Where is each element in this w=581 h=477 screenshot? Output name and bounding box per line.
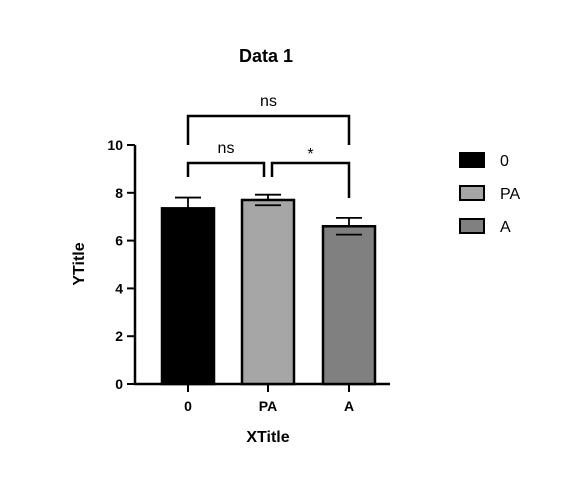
bar-A (321, 225, 377, 386)
x-tick-label-A: A (344, 398, 354, 414)
significance-label: ns (218, 140, 235, 157)
significance-bracket (186, 161, 266, 177)
y-tick-label: 10 (107, 137, 123, 153)
y-tick-label: 4 (115, 280, 123, 296)
legend-label-A: A (500, 219, 511, 236)
y-tick-label: 6 (115, 233, 123, 249)
x-tick-label-PA: PA (259, 398, 277, 414)
significance-bracket (186, 114, 351, 145)
y-tick-label: 2 (115, 328, 123, 344)
bar-0 (160, 207, 216, 386)
y-axis-title: YTitle (71, 242, 88, 285)
chart-title: Data 1 (239, 46, 293, 66)
significance-label: * (307, 146, 313, 163)
x-axis-title: XTitle (246, 429, 289, 446)
y-tick-label: 0 (115, 376, 123, 392)
x-tick-label-0: 0 (184, 398, 192, 414)
plot-area: 0 2 4 6 8 10 0 PA Ans * ns (107, 93, 390, 414)
legend-swatch-0 (459, 152, 485, 168)
legend-label-0: 0 (500, 153, 509, 170)
significance-bracket (270, 161, 351, 198)
legend-swatch-PA (459, 185, 485, 201)
significance-label: ns (260, 93, 277, 110)
legend-swatch-A (459, 218, 485, 234)
legend: 0 PA A (459, 152, 520, 236)
bar-PA (240, 198, 296, 386)
y-tick-label: 8 (115, 185, 123, 201)
legend-label-PA: PA (500, 186, 520, 203)
